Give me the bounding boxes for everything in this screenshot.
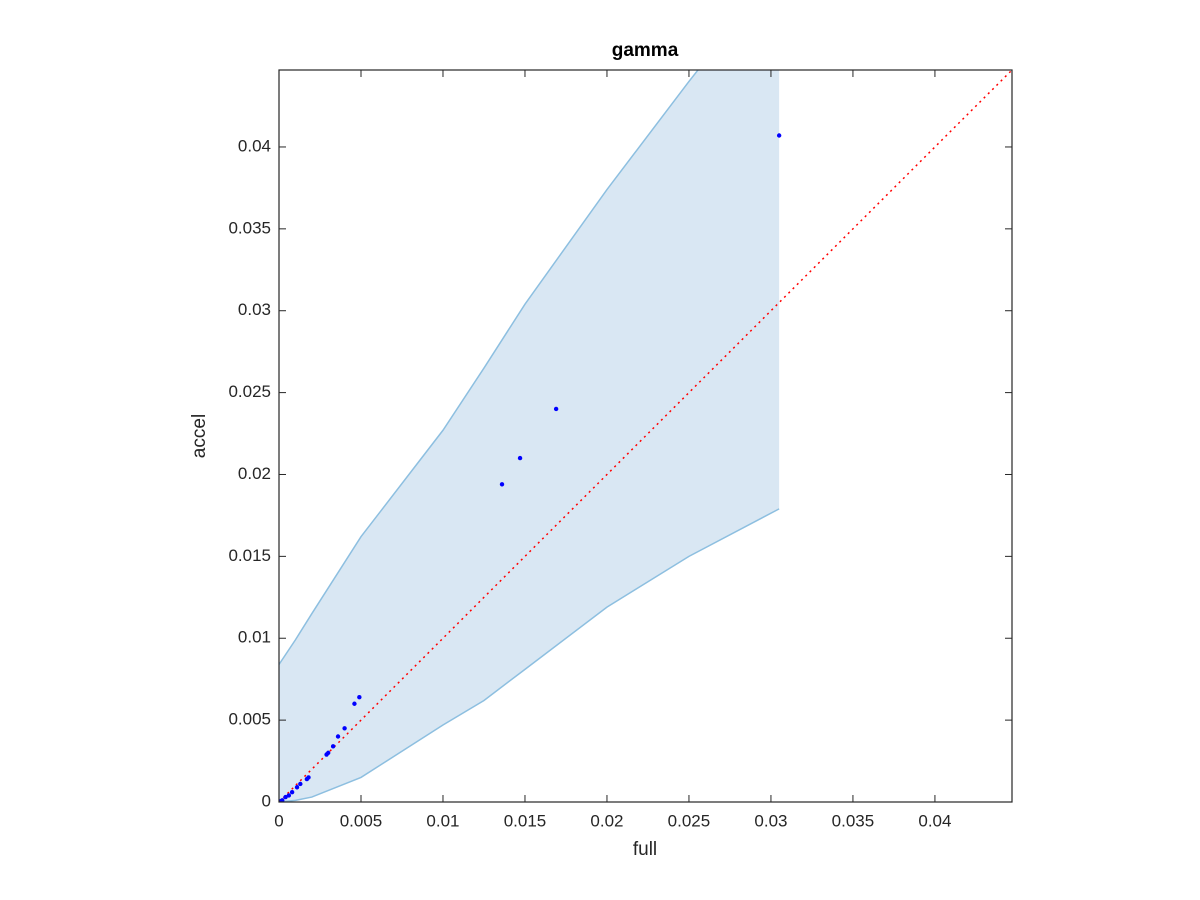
data-point <box>289 789 295 795</box>
x-tick-label: 0.03 <box>754 811 787 830</box>
x-tick-label: 0.025 <box>668 811 711 830</box>
x-tick-label: 0.015 <box>504 811 547 830</box>
plot-area <box>279 70 1012 802</box>
data-point <box>324 752 329 757</box>
data-point <box>499 482 505 487</box>
x-tick-label: 0.04 <box>918 811 951 830</box>
data-point <box>517 455 523 461</box>
y-tick-label: 0 <box>262 791 271 810</box>
data-point <box>357 694 362 700</box>
data-point <box>283 794 288 800</box>
band-upper-edge <box>279 70 699 665</box>
x-tick-label: 0.02 <box>590 811 623 830</box>
x-tick-label: 0.035 <box>832 811 875 830</box>
data-point <box>286 793 292 798</box>
band-lower-edge <box>279 508 780 802</box>
confidence-band <box>279 70 780 802</box>
data-point <box>294 785 300 790</box>
axes: 0 0.005 0.01 0.015 0.02 0.025 0.03 0.035 0.04 0 0.… <box>228 69 1013 830</box>
y-axis-label: accel <box>189 414 210 458</box>
data-point <box>330 744 336 749</box>
y-tick-label: 0.015 <box>228 546 271 565</box>
data-point <box>553 406 559 412</box>
data-point <box>352 701 357 706</box>
data-point <box>776 133 782 138</box>
x-axis-label: full <box>633 839 657 860</box>
reference-line <box>279 70 1012 802</box>
y-tick-label: 0.01 <box>238 628 271 647</box>
data-point <box>298 781 303 787</box>
y-tick-label: 0.04 <box>238 136 271 155</box>
x-tick-label: 0 <box>274 811 283 830</box>
axes-box <box>278 69 1013 803</box>
y-tick-label: 0.025 <box>228 382 271 401</box>
data-point <box>342 726 347 731</box>
x-tick-label: 0.005 <box>340 811 383 830</box>
y-tick-label: 0.005 <box>228 710 271 729</box>
x-tick-label: 0.01 <box>426 811 459 830</box>
data-point <box>335 734 341 739</box>
data-point <box>304 776 310 782</box>
y-tick-label: 0.03 <box>238 300 271 319</box>
y-tick-label: 0.02 <box>238 464 271 483</box>
y-tick-label: 0.035 <box>228 218 271 237</box>
chart-title: gamma <box>612 40 679 61</box>
